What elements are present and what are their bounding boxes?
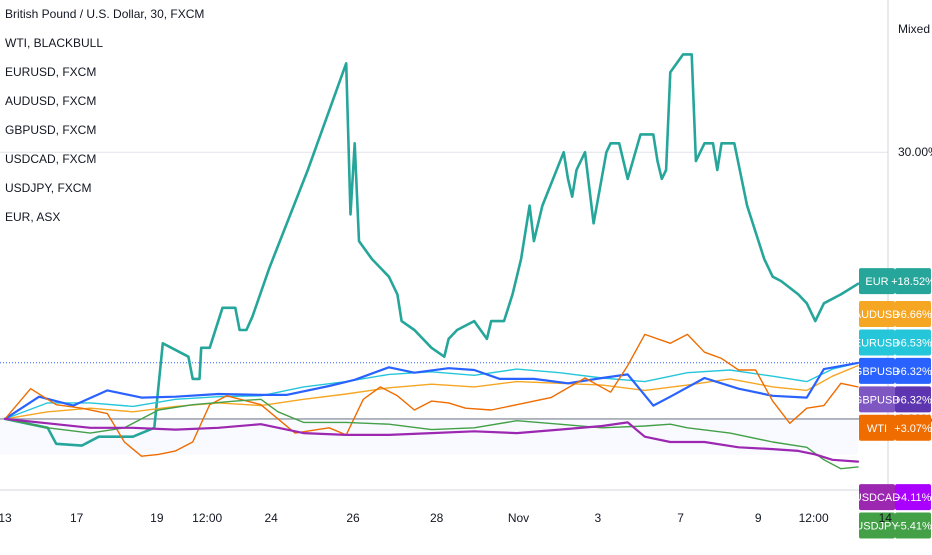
legend-entry-3[interactable]: AUDUSD, FXCM (5, 94, 96, 108)
x-tick-label-3: 12:00 (192, 511, 222, 525)
price-tag-0: EUR +18.52% (859, 268, 932, 295)
price-tag-value-bg (895, 512, 931, 539)
legend-entry-4[interactable]: GBPUSD, FXCM (5, 123, 96, 137)
price-tags: EUR +18.52%AUDUSD+6.66%EURUSD+6.53%GBPUSD… (854, 268, 932, 539)
price-tag-3: GBPUSD+6.32% (854, 357, 932, 384)
price-tag-6: USDCAD−4.11% (854, 484, 932, 511)
series-line-eur (3, 53, 860, 447)
price-tag-value-bg (895, 414, 931, 441)
legend-entry-2[interactable]: EURUSD, FXCM (5, 65, 96, 79)
legend-entry-1[interactable]: WTI, BLACKBULL (5, 36, 103, 50)
series-line-usdcad (3, 417, 860, 463)
x-tick-label-12: 14 (879, 511, 893, 525)
price-tag-value: +6.66% (894, 309, 932, 321)
x-tick-label-1: 17 (70, 511, 84, 525)
price-tag-7: USDJPY−5.41% (855, 512, 932, 539)
price-tag-value-bg (895, 268, 931, 295)
price-tag-name-bg (859, 301, 895, 327)
grid-layer (0, 0, 889, 491)
price-tag-name: AUDUSD (854, 309, 901, 321)
x-tick-label-5: 26 (346, 511, 360, 525)
price-tag-name: WTI (867, 423, 887, 435)
x-tick-label-0: 13 (0, 511, 12, 525)
legend: British Pound / U.S. Dollar, 30, FXCM WTI… (5, 7, 204, 224)
price-tag-name-bg (859, 386, 895, 413)
y-tick-label-0: 30.00% (898, 145, 932, 159)
price-tag-name: GBPUSD (854, 394, 901, 406)
series-line-eurusd (4, 362, 859, 420)
price-tag-value-bg (895, 329, 931, 356)
price-tag-4: GBPUSD+6.32% (854, 386, 932, 413)
price-tag-name-bg (859, 268, 895, 295)
x-tick-label-4: 24 (264, 511, 278, 525)
price-tag-name: EURUSD (854, 337, 901, 349)
price-tag-value-bg (895, 357, 931, 384)
x-tick-label-2: 19 (150, 511, 164, 525)
price-tag-2: EURUSD+6.53% (854, 329, 932, 356)
price-tag-name-bg (859, 512, 895, 539)
price-tag-value: +18.52% (891, 276, 932, 288)
price-tag-name-bg (859, 414, 895, 441)
price-tag-value-bg (895, 484, 931, 511)
x-tick-label-8: 3 (594, 511, 601, 525)
price-tag-value: −5.41% (894, 521, 932, 533)
series-line-wti (4, 333, 859, 457)
series-layer (3, 53, 860, 470)
series-line-usdjpy (4, 398, 859, 470)
price-tag-name: USDJPY (855, 521, 899, 533)
x-tick-label-9: 7 (677, 511, 684, 525)
price-tag-value: −4.11% (895, 492, 932, 504)
x-tick-label-11: 12:00 (799, 511, 829, 525)
price-tag-value-bg (895, 386, 931, 413)
x-tick-label-7: Nov (508, 511, 529, 525)
price-tag-name-bg (859, 329, 895, 356)
price-tag-name-bg (859, 357, 895, 384)
price-tag-value-bg (895, 301, 931, 327)
price-tag-1: AUDUSD+6.66% (854, 301, 932, 327)
legend-entry-6[interactable]: USDJPY, FXCM (5, 181, 91, 195)
x-tick-label-6: 28 (430, 511, 444, 525)
price-tag-name: GBPUSD (854, 366, 901, 378)
series-line-gbpusd (3, 361, 860, 420)
price-tag-name: USDCAD (854, 492, 901, 504)
x-tick-label-10: 9 (755, 511, 762, 525)
price-tag-value: +6.32% (894, 366, 932, 378)
x-axis: 13 17 19 12:00 24 26 28 Nov 3 7 9 12:00 14 (0, 511, 892, 525)
legend-entry-5[interactable]: USDCAD, FXCM (5, 152, 96, 166)
price-tag-name-bg (859, 484, 895, 511)
legend-entry-0[interactable]: British Pound / U.S. Dollar, 30, FXCM (5, 7, 204, 21)
price-tag-5: WTI +3.07% (859, 414, 932, 441)
price-tag-value: +6.32% (894, 394, 932, 406)
price-tag-value: +6.53% (894, 337, 932, 349)
price-tag-value: +3.07% (894, 423, 932, 435)
legend-entry-7[interactable]: EUR, ASX (5, 210, 60, 224)
price-tag-name: EUR (865, 276, 888, 288)
scale-mode-label[interactable]: Mixed (898, 22, 930, 36)
series-line-audusd (4, 364, 859, 420)
